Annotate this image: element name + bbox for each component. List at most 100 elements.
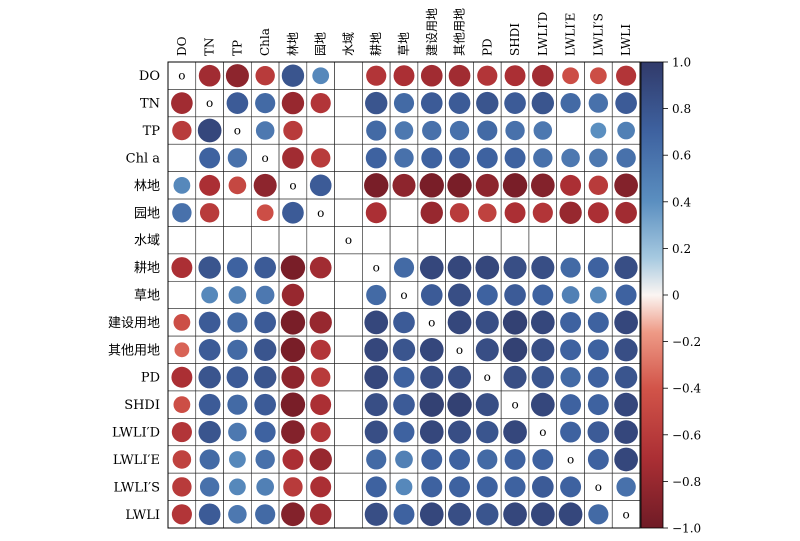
correlation-circle: [421, 147, 443, 169]
correlation-circle: [393, 65, 415, 87]
correlation-circle: [420, 92, 443, 114]
matrix-cell: [167, 226, 197, 255]
matrix-cell: [167, 280, 197, 310]
correlation-circle: [199, 449, 220, 470]
correlation-circle: [504, 92, 526, 114]
correlation-circle: [502, 337, 528, 363]
correlation-circle: [255, 93, 276, 114]
correlation-circle: [476, 147, 498, 169]
matrix-cell: [223, 198, 252, 227]
correlation-circle: [560, 174, 582, 196]
colorbar-tick-label: 0.8: [672, 102, 691, 116]
correlation-circle: [395, 478, 413, 496]
correlation-circle: [614, 420, 638, 444]
diagonal-marker: o: [456, 343, 463, 357]
correlation-circle: [393, 421, 415, 443]
correlation-circle: [476, 284, 498, 306]
matrix-cell: [334, 116, 363, 145]
correlation-circle: [588, 93, 609, 113]
correlation-circle: [616, 65, 637, 86]
correlation-circle: [504, 147, 526, 169]
matrix-cell: [334, 445, 363, 474]
correlation-circle: [309, 256, 332, 279]
correlation-circle: [504, 449, 526, 470]
correlation-circle: [312, 67, 330, 85]
correlation-circle: [393, 93, 415, 114]
correlation-circle: [614, 338, 638, 362]
diagonal-marker: o: [484, 370, 491, 384]
matrix-cell: [417, 226, 446, 255]
correlation-circle: [364, 393, 388, 417]
correlation-circle: [449, 120, 470, 141]
correlation-circle: [311, 367, 331, 387]
row-label: 其他用地: [108, 343, 160, 358]
correlation-circle: [255, 449, 275, 470]
matrix-cell: [611, 500, 641, 529]
correlation-circle: [449, 449, 470, 470]
correlation-circle: [309, 174, 332, 197]
correlation-circle: [422, 120, 442, 141]
colorbar-tick-label: −0.6: [672, 428, 701, 442]
matrix-cell: [334, 472, 363, 501]
correlation-circle: [280, 337, 306, 363]
colorbar-tick-label: 0.2: [672, 242, 691, 256]
matrix-cell: [250, 143, 280, 172]
correlation-circle: [309, 503, 332, 526]
column-label: LWLI′E: [564, 13, 578, 56]
correlation-circle: [253, 366, 277, 389]
correlation-circle: [311, 148, 331, 168]
correlation-circle: [365, 91, 388, 115]
correlation-circle: [502, 173, 528, 198]
correlation-circle: [364, 420, 388, 444]
correlation-circle: [394, 121, 414, 140]
matrix-cell: [334, 61, 363, 90]
correlation-circle: [587, 202, 609, 224]
correlation-circle: [394, 148, 414, 168]
matrix-cell: [334, 308, 363, 337]
correlation-circle: [365, 202, 387, 224]
correlation-circle: [447, 283, 472, 307]
colorbar-tick-label: −1.0: [672, 522, 701, 536]
colorbar-tick-label: 0.6: [672, 149, 691, 163]
matrix-cell: [306, 226, 335, 255]
column-label: 草地: [397, 32, 411, 56]
matrix-cell: [278, 226, 308, 255]
correlation-circle: [282, 147, 304, 169]
correlation-circle: [532, 449, 554, 470]
correlation-circle: [254, 256, 277, 279]
diagonal-marker: o: [206, 96, 213, 110]
correlation-circle: [419, 255, 444, 280]
correlation-circle: [530, 173, 555, 198]
correlation-circle: [588, 175, 609, 196]
matrix-cell: [334, 198, 363, 227]
correlation-circle: [253, 338, 277, 362]
correlation-circle: [504, 284, 526, 306]
row-label: LWLI′D: [112, 426, 160, 441]
correlation-circle: [199, 174, 221, 196]
correlation-circle: [587, 366, 609, 388]
correlation-circle: [590, 122, 607, 139]
correlation-circle: [421, 476, 443, 498]
correlation-circle: [532, 202, 553, 223]
matrix-cell: [500, 226, 530, 255]
matrix-cell: [167, 143, 197, 172]
correlation-circle: [364, 365, 389, 390]
correlation-circle: [393, 366, 415, 388]
matrix-cell: [362, 226, 391, 255]
matrix-cell: [473, 226, 502, 255]
correlation-circle: [227, 148, 248, 168]
diagonal-marker: o: [567, 452, 574, 466]
correlation-circle: [171, 366, 193, 388]
correlation-circle: [615, 284, 637, 306]
correlation-circle: [477, 120, 498, 141]
column-label: LWLI′S: [591, 13, 605, 56]
correlation-circle: [616, 148, 636, 168]
correlation-circle: [173, 396, 191, 414]
matrix-cell: [195, 89, 224, 118]
correlation-circle: [477, 449, 498, 470]
correlation-circle: [421, 449, 443, 470]
correlation-circle: [198, 64, 221, 87]
row-label: 耕地: [134, 260, 160, 276]
row-label: 草地: [134, 289, 160, 304]
correlation-circle: [198, 311, 221, 334]
